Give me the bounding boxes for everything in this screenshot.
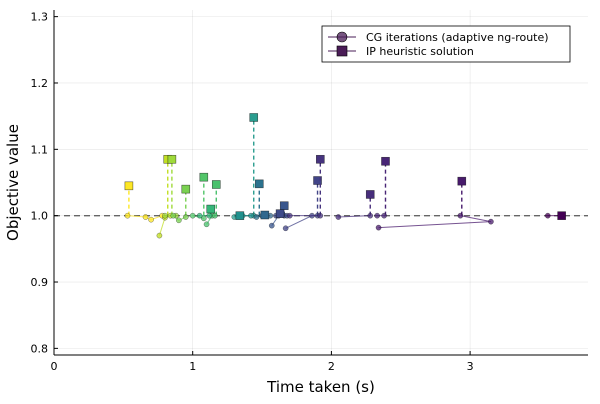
ip-point [124,181,134,191]
cg-point [286,212,293,219]
series-17 [375,176,494,231]
series-14 [286,154,325,219]
ip-point [457,176,467,186]
cg-point [253,214,260,220]
y-tick-label: 0.9 [31,276,49,289]
series-7 [231,113,259,220]
series-18 [544,211,566,220]
cg-point [182,214,189,220]
series-13 [282,176,322,232]
series-5 [203,180,221,228]
series-12 [273,209,290,219]
x-axis-label: Time taken (s) [266,378,375,396]
cg-point [162,212,168,219]
ip-point [249,113,259,122]
cg-point [248,212,254,219]
cg-point [374,212,381,219]
y-tick-label: 1.1 [31,143,49,156]
x-tick-label: 3 [467,360,474,373]
series-4 [189,172,209,222]
cg-point [189,212,196,219]
ip-point [181,184,191,194]
cg-path-line [127,215,163,221]
series-2 [162,154,179,219]
ip-point [275,209,285,218]
cg-path-line [338,215,371,218]
cg-point [156,232,163,239]
x-tick-label: 1 [189,360,196,373]
y-tick-label: 0.8 [31,342,49,355]
tick-labels: 0 1 2 3 0.8 0.9 1.0 1.1 1.2 1.3 [31,11,474,373]
legend-marker-ip [336,45,348,57]
y-axis-label: Objective value [4,124,22,241]
cg-point [381,212,387,219]
y-tick-label: 1.2 [31,77,49,90]
cg-point [367,212,374,219]
y-tick-label: 1.0 [31,210,49,223]
y-tick-label: 1.3 [31,11,49,24]
ip-point [557,211,566,220]
cg-point [206,212,213,219]
series-10 [259,210,274,220]
legend-box [321,25,571,63]
cg-point [124,212,131,219]
legend: CG iterations (adaptive ng-route) IP heu… [321,25,571,63]
cg-point [544,212,551,219]
series-3 [170,184,191,224]
cg-point [488,218,494,225]
ip-point [235,211,245,220]
cg-point [317,212,324,219]
cg-point [196,212,203,219]
ip-point [211,180,221,189]
ip-point [206,204,216,214]
ip-point [254,179,264,189]
cg-point [335,214,342,220]
ip-point [199,172,209,182]
series-6 [196,204,216,219]
cg-point [282,225,289,232]
axes [53,10,588,356]
legend-label-cg: CG iterations (adaptive ng-route) [366,31,549,44]
grid [53,10,588,355]
cg-point [268,222,275,229]
legend-label-ip: IP heuristic solution [366,45,474,58]
cg-path-line [378,215,492,229]
ip-point [381,156,390,166]
ip-point [260,210,270,220]
series-16 [374,156,390,219]
series-group [124,113,566,239]
cg-point [170,212,177,219]
ip-point [167,154,177,164]
cg-point [457,212,464,219]
cg-point [212,212,218,219]
series-1 [156,154,174,239]
series-8 [235,211,254,220]
series-15 [335,190,375,220]
cg-point [203,221,210,228]
cg-point [175,217,182,224]
legend-marker-cg [336,31,348,43]
ip-point [365,190,375,199]
cg-point [375,224,382,231]
ip-point [313,176,322,185]
cg-point [142,214,149,220]
x-tick-label: 2 [328,360,335,373]
x-tick-label: 0 [51,360,58,373]
ip-point [279,201,289,211]
ip-point [316,154,325,164]
cg-point [148,216,154,223]
